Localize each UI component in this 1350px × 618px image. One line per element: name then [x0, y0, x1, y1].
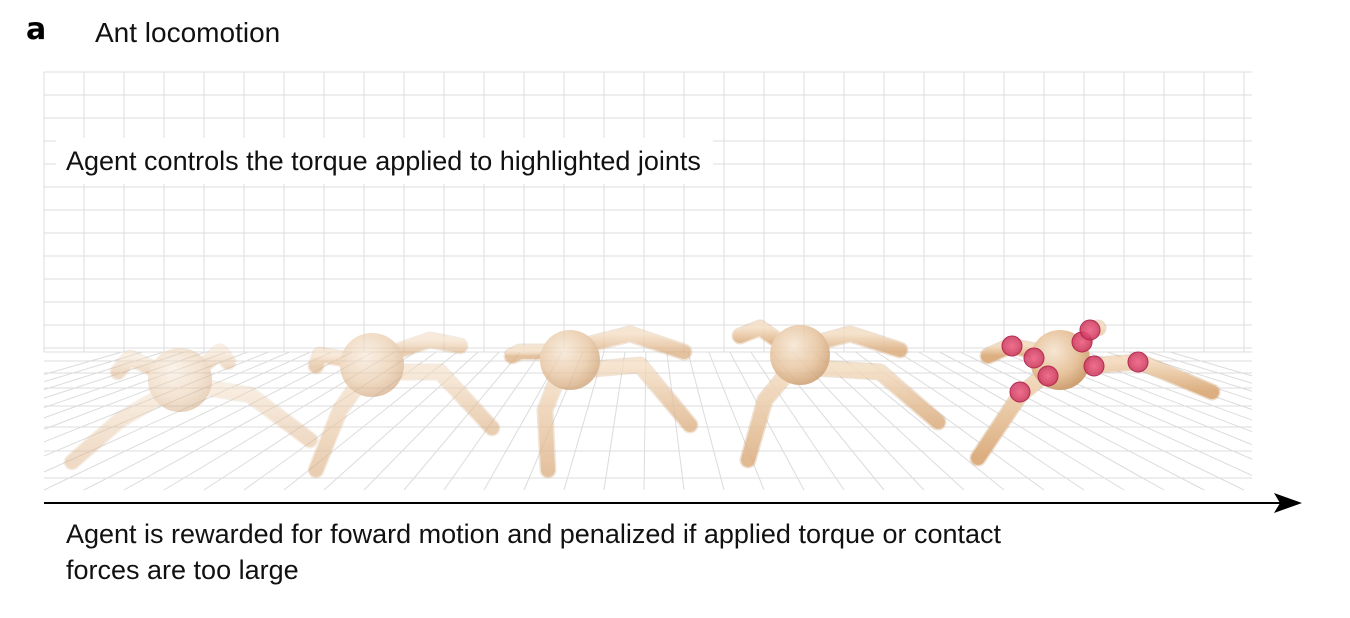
- highlighted-joint: [1083, 355, 1105, 377]
- ant-leg: [808, 361, 945, 429]
- caption-torque-control: Agent controls the torque applied to hig…: [56, 138, 713, 184]
- panel-title: Ant locomotion: [95, 17, 281, 48]
- highlighted-joint: [1127, 351, 1149, 373]
- wall-grid: [43, 71, 1252, 352]
- ant-leg: [388, 333, 467, 359]
- ant-torso: [540, 330, 600, 390]
- caption-reward: Agent is rewarded for foward motion and …: [66, 519, 1002, 585]
- ant-frame: [731, 319, 947, 469]
- ant-leg: [575, 358, 697, 432]
- ant-leg: [111, 351, 167, 379]
- ant-leg: [741, 363, 797, 467]
- ant-leg: [378, 365, 499, 435]
- ants-sequence: [63, 319, 1221, 479]
- ant-leg: [309, 348, 357, 373]
- ant-frame: [503, 325, 699, 479]
- ant-leg: [813, 327, 907, 357]
- ant-torso: [770, 325, 830, 385]
- highlighted-joint: [1079, 319, 1101, 341]
- highlighted-joint: [1023, 347, 1045, 369]
- ant-frame: [307, 331, 501, 479]
- ant-torso: [340, 333, 404, 397]
- ant-leg: [505, 345, 555, 363]
- panel-letter: a: [26, 12, 47, 47]
- ant-frame: [63, 343, 319, 471]
- ant-highlighted-frame: [969, 319, 1221, 467]
- ant-torso: [148, 348, 212, 412]
- highlighted-joint: [1037, 365, 1059, 387]
- highlighted-joint: [1001, 335, 1023, 357]
- ant-leg: [733, 321, 787, 349]
- highlighted-joint: [1009, 381, 1031, 403]
- ant-leg: [583, 327, 691, 359]
